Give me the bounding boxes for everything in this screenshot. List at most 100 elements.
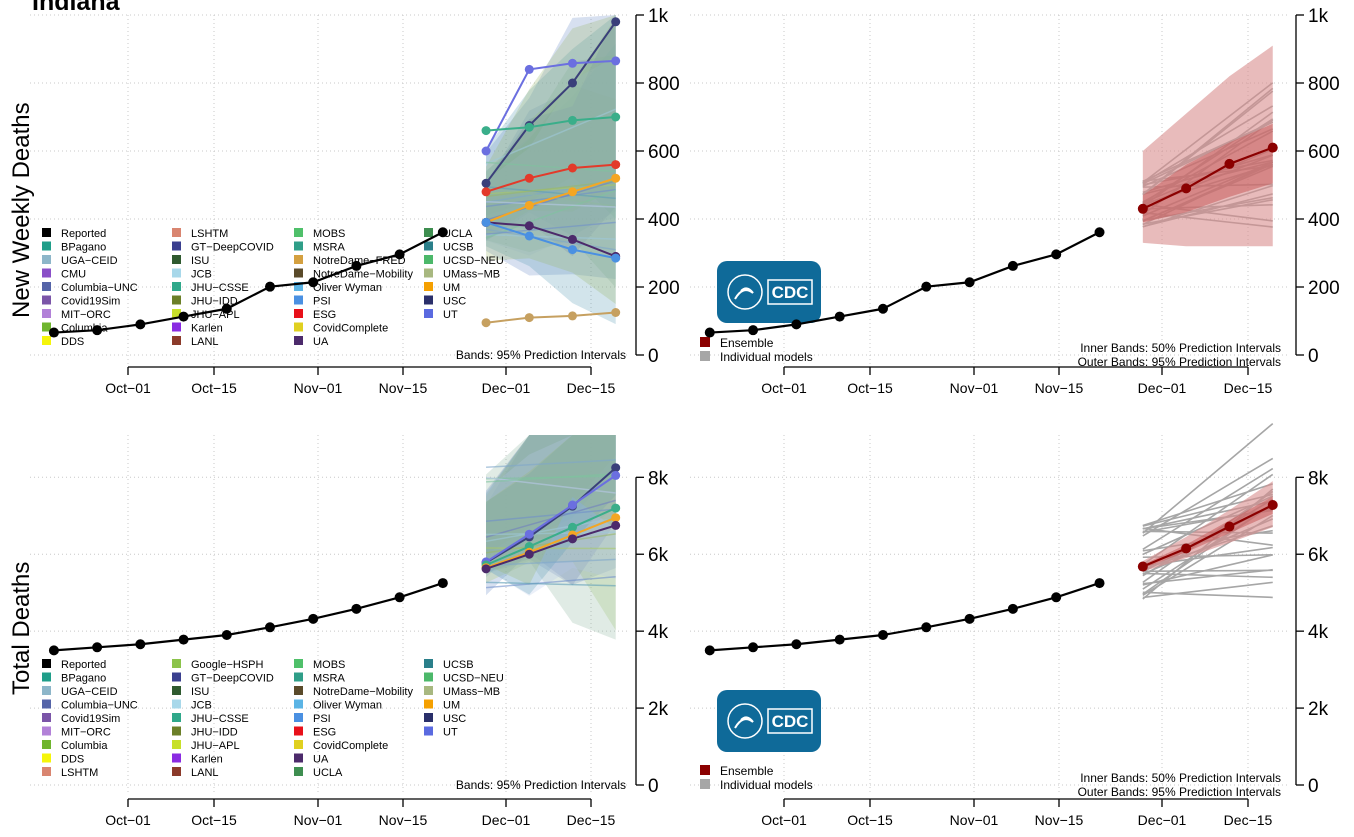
legend-label: CovidComplete xyxy=(313,740,388,752)
legend-swatch xyxy=(294,753,303,763)
model-forecast-point xyxy=(567,115,577,125)
x-tick-label: Nov−01 xyxy=(294,812,343,828)
reported-point xyxy=(92,642,103,653)
legend-swatch xyxy=(294,336,303,345)
model-forecast-point xyxy=(567,311,577,321)
legend-swatch xyxy=(700,765,710,775)
legend-label: UCSD−NEU xyxy=(443,255,504,267)
reported-point xyxy=(791,639,802,650)
legend-swatch xyxy=(700,779,710,789)
legend-label: DDS xyxy=(61,754,84,766)
legend-swatch xyxy=(294,255,303,264)
legend-swatch xyxy=(424,295,433,305)
model-forecast-point xyxy=(611,112,621,122)
model-forecast-line xyxy=(485,221,617,258)
model-forecast-line xyxy=(485,524,616,570)
cdc-logo: CDC xyxy=(717,690,821,752)
legend-label: ESG xyxy=(313,309,336,321)
reported-point xyxy=(178,634,189,645)
panel-cum_models: 0 2k 4k 6k 8k Oct−01 Oct−15 Nov−01 Nov−15 Dec−01 D… xyxy=(30,435,669,828)
model-forecast-point xyxy=(481,146,491,156)
x-tick-label: Nov−01 xyxy=(950,380,999,396)
legend-label: MOBS xyxy=(313,659,345,671)
legend-swatch xyxy=(294,740,303,749)
legend-label: JCB xyxy=(191,269,212,281)
legend-label: GT−DeepCOVID xyxy=(191,673,274,685)
reported-point xyxy=(264,622,275,633)
legend-swatch xyxy=(294,228,303,237)
model-forecast-point xyxy=(481,187,491,197)
y-tick-label: 0 xyxy=(1308,346,1319,367)
legend-label: UT xyxy=(443,309,458,321)
legend-swatch xyxy=(424,672,433,682)
band-note: Bands: 95% Prediction Intervals xyxy=(456,348,626,362)
reported-point xyxy=(704,645,715,656)
reported-line xyxy=(53,231,444,334)
x-tick-label: Dec−01 xyxy=(482,812,531,828)
legend-swatch xyxy=(172,659,181,668)
model-forecast-point xyxy=(567,187,577,197)
model-forecast-line xyxy=(485,507,617,566)
panel-weekly_ensemble: 0 200 400 600 800 1k Oct−01 Oct−15 Nov−01 Nov−15 D… xyxy=(690,6,1340,396)
legend-swatch xyxy=(172,713,181,722)
model-forecast-line xyxy=(485,221,616,235)
legend-swatch xyxy=(42,255,51,264)
legend-swatch xyxy=(424,228,433,237)
cdc-logo: CDC xyxy=(717,261,821,323)
x-tick-label: Nov−01 xyxy=(294,380,343,396)
ensemble-inner-band xyxy=(1142,496,1273,569)
legend-label: Covid19Sim xyxy=(61,296,120,308)
legend-label: Oliver Wyman xyxy=(313,700,382,712)
model-forecast-line xyxy=(485,508,616,522)
legend-label: UCSB xyxy=(443,242,474,254)
legend-swatch xyxy=(172,255,181,264)
model-forecast-line xyxy=(485,177,616,224)
model-forecast-point xyxy=(481,564,491,574)
legend-swatch xyxy=(424,686,433,695)
panel-weekly_models: 0 200 400 600 800 1k Oct−01 Oct−15 Nov−01 Nov−15 D… xyxy=(30,6,680,396)
legend-swatch xyxy=(42,322,51,332)
legend-label: Individual models xyxy=(720,778,813,792)
model-forecast-point xyxy=(611,17,621,27)
reported-point xyxy=(92,325,103,336)
y-tick-label: 0 xyxy=(648,346,659,367)
reported-point xyxy=(877,630,888,640)
legend-swatch xyxy=(42,713,51,722)
model-forecast-point xyxy=(524,231,534,241)
reported-point xyxy=(48,645,59,656)
legend-swatch xyxy=(424,699,433,709)
model-forecast-point xyxy=(567,245,577,255)
state-title: Indiana xyxy=(32,0,120,16)
reported-point xyxy=(748,642,759,653)
legend-label: USC xyxy=(443,296,466,308)
legend-swatch xyxy=(172,740,181,749)
model-forecast-point xyxy=(611,513,621,523)
model-forecast-point xyxy=(611,463,621,473)
legend-label: MSRA xyxy=(313,242,345,254)
legend-swatch xyxy=(424,726,433,736)
ensemble-line xyxy=(1142,146,1274,210)
ensemble-point xyxy=(1267,142,1278,153)
hhs-eagle-icon xyxy=(734,716,754,729)
ensemble-point xyxy=(1224,158,1235,169)
legend-label: JHU−IDD xyxy=(191,727,238,739)
individual-model-line xyxy=(1142,554,1273,586)
legend-swatch xyxy=(172,767,181,776)
ensemble-point xyxy=(1224,521,1235,532)
legend-swatch xyxy=(42,726,51,736)
legend-swatch xyxy=(42,740,51,749)
reported-point xyxy=(1007,260,1018,271)
model-forecast-line xyxy=(485,517,616,543)
y-tick-label: 800 xyxy=(648,74,680,95)
model-forecast-line xyxy=(486,200,616,208)
legend-label: USC xyxy=(443,713,466,725)
legend-label: MSRA xyxy=(313,673,345,685)
y-tick-label: 4k xyxy=(1308,622,1329,643)
band-note: Inner Bands: 50% Prediction Intervals xyxy=(1080,771,1281,785)
reported-point xyxy=(921,622,932,633)
x-tick-label: Nov−15 xyxy=(1035,812,1084,828)
legend-label: Individual models xyxy=(720,350,813,364)
legend-label: Reported xyxy=(61,228,106,240)
model-forecast-point xyxy=(567,534,577,544)
legend-label: BPagano xyxy=(61,242,106,254)
